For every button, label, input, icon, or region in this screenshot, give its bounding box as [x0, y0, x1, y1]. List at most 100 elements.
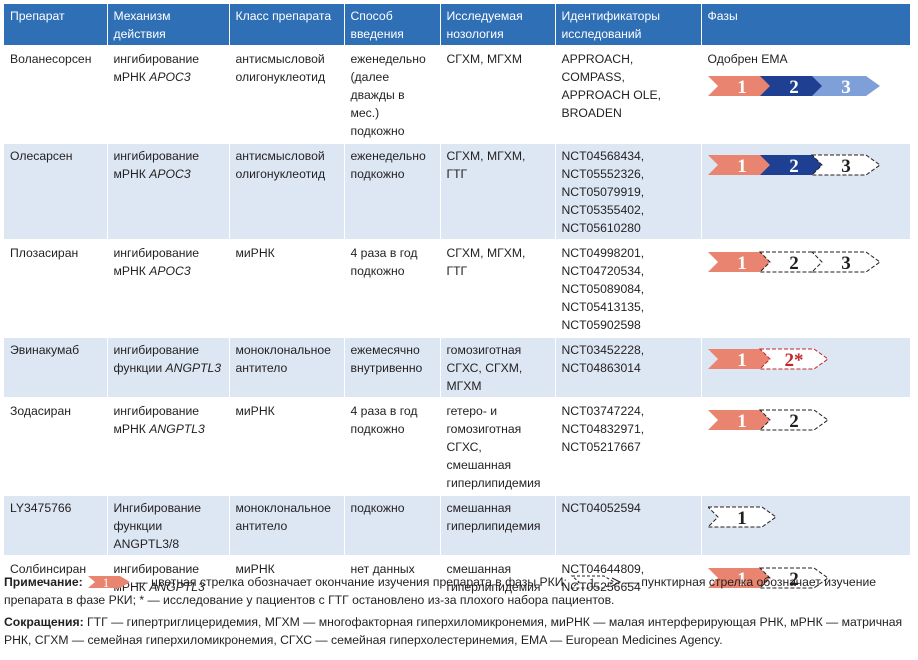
- phase-arrow-1: 1: [707, 76, 776, 98]
- header-route: Способ введения: [344, 4, 441, 47]
- gene-name: ANGPTL3: [149, 580, 205, 594]
- drug-name: Плозасиран: [4, 240, 108, 338]
- table-row: Солбинсиран ингибирование мРНК ANGPTL3 миР…: [4, 556, 911, 600]
- phase-arrow-1: 1: [707, 349, 776, 371]
- phase-label: 1: [737, 156, 747, 177]
- study-id: NCT03452228,: [561, 343, 645, 357]
- phases: 1: [701, 495, 911, 557]
- phase-arrow-3: 3: [810, 154, 881, 177]
- phase-label: 3: [841, 253, 851, 274]
- study-id: NCT05256654: [561, 580, 641, 594]
- table-row: Плозасиран ингибирование мРНК APOC3 миРНК 4…: [4, 240, 911, 338]
- phase-arrow-1: 1: [707, 506, 777, 529]
- gene-name: APOC3: [149, 167, 191, 181]
- study-id: NCT05217667: [561, 440, 641, 454]
- phase-arrow-2: 2: [758, 409, 829, 432]
- abbr-text: ГТГ — гипертриглицеридемия, МГХМ — много…: [4, 615, 903, 647]
- mechanism: ингибирование мРНК ANGPTL3: [107, 398, 230, 496]
- phase-arrow-2: 2: [759, 155, 828, 177]
- phase-arrow-2: 2: [758, 567, 829, 590]
- route: нет данных: [344, 556, 441, 600]
- mechanism: ингибирование мРНК APOC3: [107, 143, 230, 241]
- study-ids: NCT04568434, NCT05552326, NCT05079919, NCT0…: [555, 143, 702, 241]
- note-text-1: — цветная стрелка обозначает окончание и…: [135, 575, 567, 589]
- study-id: NCT04998201,: [561, 246, 645, 260]
- nosology: СГХМ, МГХМ: [440, 46, 556, 144]
- table-row: Олесарсен ингибирование мРНК APOC3 антисмы…: [4, 143, 911, 241]
- abbr-line: Сокращения: ГТГ — гипертриглицеридемия, …: [4, 613, 910, 649]
- phase-label: 2: [789, 156, 799, 177]
- study-ids: NCT04052594: [555, 495, 702, 557]
- route: еженедельно (далее дважды в мес.) подкож…: [344, 46, 441, 144]
- nosology: смешанная гиперлипидемия: [440, 556, 556, 600]
- note-label: Примечание:: [4, 575, 83, 589]
- table-row: LY3475766 Ингибирование функции ANGPTL3/8…: [4, 495, 911, 557]
- study-id: NCT05902598: [561, 318, 641, 332]
- phase-label: 1: [737, 77, 747, 98]
- notes: Примечание: 1 — цветная стрелка обознача…: [4, 573, 910, 649]
- phase-arrows: 1 2 3: [707, 76, 880, 98]
- mechanism: Ингибирование функции ANGPTL3/8: [107, 495, 230, 557]
- nosology: гетеро- и гомозиготная СГХС, смешанная г…: [440, 398, 556, 496]
- gene-name: ANGPTL3: [165, 361, 222, 375]
- table-row: Эвинакумаб ингибирование функции ANGPTL3 м…: [4, 337, 911, 399]
- route: ежемесячно внутривенно: [344, 337, 441, 399]
- phase-label: 1: [737, 569, 747, 590]
- mechanism: ингибирование мРНК APOC3: [107, 240, 230, 338]
- route: еженедельно подкожно: [344, 143, 441, 241]
- study-id: NCT05079919,: [561, 185, 645, 199]
- note-text-2: — пунктирная стрелка обозначает изучение…: [4, 575, 877, 607]
- study-id: NCT04052594: [561, 501, 641, 515]
- study-id: NCT05610280: [561, 221, 641, 235]
- phase-label: 2: [789, 411, 799, 432]
- abbr-label: Сокращения:: [4, 615, 84, 629]
- phases: Одобрен EMA 1 2 3: [701, 46, 911, 144]
- header-row: Препарат Механизм действия Класс препара…: [4, 4, 911, 47]
- phase-arrow-1: 1: [707, 568, 776, 590]
- study-ids: NCT03747224, NCT04832971, NCT05217667: [555, 398, 702, 496]
- solid-arrow-legend-icon: 1: [88, 575, 131, 589]
- drug-name: Солбинсиран: [4, 556, 108, 600]
- header-phases: Фазы: [701, 4, 911, 47]
- study-ids: NCT03452228, NCT04863014: [555, 337, 702, 399]
- phases: 1 2*: [701, 337, 911, 399]
- header-drug: Препарат: [4, 4, 108, 47]
- header-mechanism: Механизм действия: [107, 4, 230, 47]
- gene-name: APOC3: [149, 70, 191, 84]
- study-ids: APPROACH, COMPASS, APPROACH OLE, BROADEN: [555, 46, 702, 144]
- drug-name: Эвинакумаб: [4, 337, 108, 399]
- drug-name: Зодасиран: [4, 398, 108, 496]
- study-id: BROADEN: [561, 106, 622, 120]
- nosology: гомозиготная СГХС, СГХМ, МГХМ: [440, 337, 556, 399]
- route: 4 раза в год подкожно: [344, 240, 441, 338]
- phase-label: 3: [841, 77, 851, 98]
- study-ids: NCT04644809, NCT05256654: [555, 556, 702, 600]
- phase-arrows: 1 2*: [707, 348, 829, 371]
- phase-arrow-1: 1: [707, 252, 776, 274]
- phase-label: 2: [789, 569, 799, 590]
- study-id: NCT05552326,: [561, 167, 645, 181]
- gene-name: APOC3: [149, 264, 191, 278]
- phase-arrow-3: 3: [810, 251, 881, 274]
- header-nosology: Исследуемая нозология: [440, 4, 556, 47]
- phase-arrow-2: 2: [759, 76, 828, 98]
- phase-label: 1: [737, 253, 747, 274]
- mechanism: ингибирование мРНК ANGPTL3: [107, 556, 230, 600]
- route: 4 раза в год подкожно: [344, 398, 441, 496]
- gene-name: ANGPTL3: [149, 422, 205, 436]
- phase-arrow-1: 1: [707, 155, 776, 177]
- drug-name: Олесарсен: [4, 143, 108, 241]
- drug-class: моноклональное антитело: [229, 495, 345, 557]
- header-class: Класс препарата: [229, 4, 345, 47]
- study-id: APPROACH OLE,: [561, 88, 662, 102]
- drug-class: антисмысловой олигонуклеотид: [229, 46, 345, 144]
- drug-name: LY3475766: [4, 495, 108, 557]
- phase-arrows: 1 2 3: [707, 251, 881, 274]
- study-id: NCT05089084,: [561, 282, 645, 296]
- drug-name: Воланесорсен: [4, 46, 108, 144]
- nosology: СГХМ, МГХМ, ГТГ: [440, 143, 556, 241]
- study-id: NCT04644809,: [561, 562, 645, 576]
- phase-label: 3: [841, 156, 851, 177]
